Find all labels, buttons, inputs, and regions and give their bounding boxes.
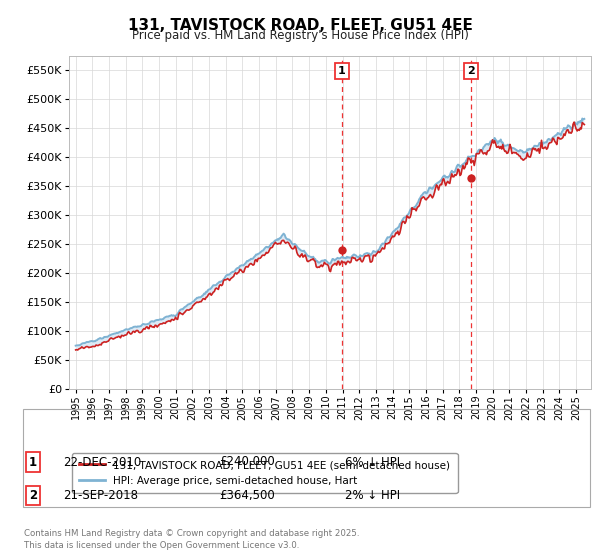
Text: 2: 2 <box>467 66 475 76</box>
Text: 22-DEC-2010: 22-DEC-2010 <box>63 455 141 469</box>
Text: 21-SEP-2018: 21-SEP-2018 <box>63 489 138 502</box>
Text: Contains HM Land Registry data © Crown copyright and database right 2025.
This d: Contains HM Land Registry data © Crown c… <box>24 529 359 550</box>
Text: £240,000: £240,000 <box>219 455 275 469</box>
Text: 2% ↓ HPI: 2% ↓ HPI <box>345 489 400 502</box>
Legend: 131, TAVISTOCK ROAD, FLEET, GU51 4EE (semi-detached house), HPI: Average price, : 131, TAVISTOCK ROAD, FLEET, GU51 4EE (se… <box>71 452 458 493</box>
Text: 1: 1 <box>338 66 346 76</box>
Text: 2: 2 <box>29 489 37 502</box>
Text: 6% ↓ HPI: 6% ↓ HPI <box>345 455 400 469</box>
Text: Price paid vs. HM Land Registry's House Price Index (HPI): Price paid vs. HM Land Registry's House … <box>131 29 469 42</box>
Text: 131, TAVISTOCK ROAD, FLEET, GU51 4EE: 131, TAVISTOCK ROAD, FLEET, GU51 4EE <box>128 18 472 33</box>
Text: 1: 1 <box>29 455 37 469</box>
Text: £364,500: £364,500 <box>219 489 275 502</box>
